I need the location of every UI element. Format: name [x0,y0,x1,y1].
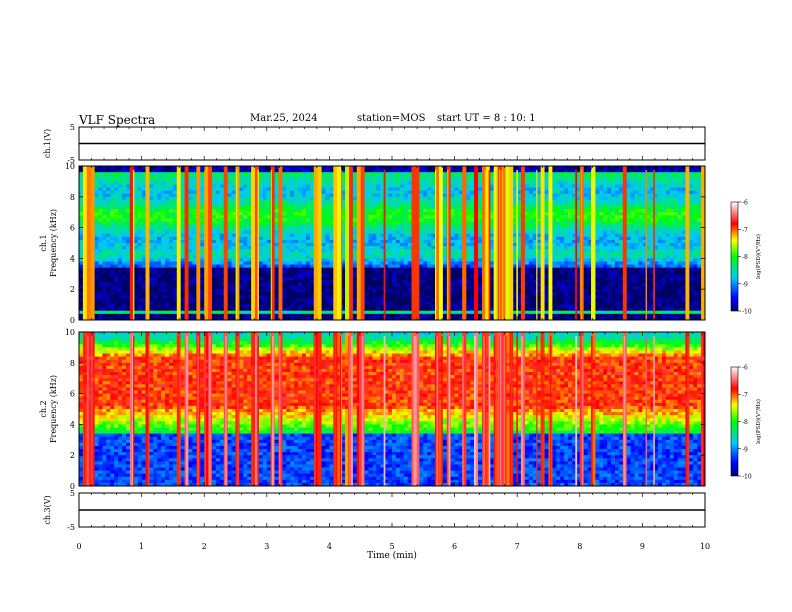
x-axis-label: Time (min) [367,550,417,561]
y-tick-label: 8 [70,193,75,202]
colorbar-tick-label: -8 [742,254,748,261]
colorbar-ch2: -6 -7 -8 -9 -10 log(PSD)(V²/Hz) [730,365,762,481]
y-tick-label: 5 [70,123,75,132]
x-tick-label: 3 [264,542,269,551]
colorbar-label: log(PSD)(V²/Hz) [755,399,762,444]
y-tick-label: 6 [70,224,75,233]
y-tick-label: 0 [70,482,75,491]
colorbar-label: log(PSD)(V²/Hz) [755,234,762,279]
start-time-label: start UT = 8 : 10: 1 [437,113,536,124]
x-tick-label: 5 [389,542,394,551]
spectrogram-ch2 [79,332,706,487]
y-tick-label: 4 [70,420,75,429]
y-tick-label: -5 [67,156,75,165]
y-tick-label: 2 [70,285,75,294]
x-tick-label: 8 [577,542,582,551]
colorbar-tick-label: -7 [742,392,748,399]
x-tick-label: 1 [139,542,144,551]
colorbar-tick-label: -10 [742,309,752,316]
y-tick-label: 0 [70,316,75,325]
colorbar-tick-label: -7 [742,227,748,234]
colorbar-ch1: -6 -7 -8 -9 -10 log(PSD)(V²/Hz) [730,200,762,316]
colorbar-tick-label: -9 [742,281,748,288]
x-tick-label: 2 [202,542,207,551]
y-tick-label: 4 [70,254,75,263]
x-tick-label: 6 [452,542,457,551]
y-tick-label: 6 [70,390,75,399]
y-tick-label: -5 [67,523,75,532]
x-tick-label: 10 [700,542,710,551]
y-axis-label: Frequency (kHz) [49,375,58,443]
colorbar-tick-label: -6 [742,200,748,207]
colorbar-tick-label: -8 [742,419,748,426]
x-tick-label: 9 [640,542,645,551]
y-axis-label: ch.3(V) [43,495,52,524]
colorbar-tick-label: -10 [742,474,752,481]
y-tick-label: 10 [65,162,75,171]
y-axis-label: Frequency (kHz) [49,209,58,277]
x-tick-label: 0 [76,542,81,551]
x-tick-label: 4 [327,542,332,551]
y-axis-label: ch.1(V) [43,129,52,158]
date-label: Mar.25, 2024 [250,113,318,124]
y-tick-label: 10 [65,328,75,337]
colorbar-gradient [730,201,739,312]
chart-title: VLF Spectra [79,113,156,127]
y-axis-label: ch.1 [39,234,48,251]
y-tick-label: 5 [70,489,75,498]
y-tick-label: 8 [70,359,75,368]
x-tick-label: 7 [515,542,520,551]
y-axis-label: ch.2 [39,400,48,417]
colorbar-tick-label: -9 [742,446,748,453]
colorbar-gradient [730,366,739,477]
y-tick-label: 2 [70,451,75,460]
spectrogram-ch1 [79,166,706,321]
colorbar-tick-label: -6 [742,365,748,372]
station-label: station=MOS [357,113,426,124]
